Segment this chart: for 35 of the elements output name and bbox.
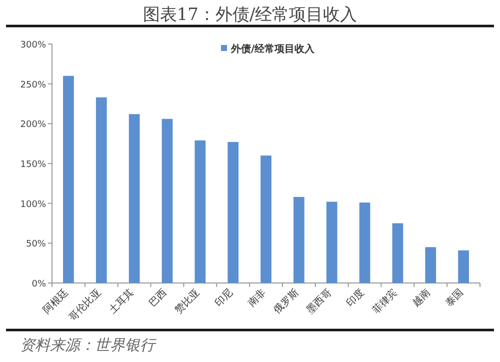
x-tick-label: 南非 — [245, 286, 268, 310]
x-tick-label: 泰国 — [444, 287, 466, 310]
x-tick-label: 越南 — [410, 286, 433, 310]
x-tick-label: 菲律宾 — [370, 286, 400, 316]
bar — [326, 202, 338, 283]
bar — [63, 76, 74, 283]
x-tick-label: 哥伦比亚 — [66, 286, 104, 324]
x-tick-label: 印度 — [344, 286, 367, 310]
x-tick-label: 赞比亚 — [172, 286, 202, 316]
bar — [162, 118, 173, 283]
bar — [260, 156, 272, 283]
y-tick-label: 0% — [32, 280, 46, 290]
x-tick-label: 俄罗斯 — [271, 286, 302, 316]
y-tick-label: 300% — [20, 40, 46, 50]
bar — [293, 196, 304, 283]
y-tick-label: 200% — [20, 120, 46, 130]
y-tick-label: 150% — [20, 160, 46, 170]
text: 资料来源：世界银行 — [20, 336, 157, 354]
bar — [194, 140, 206, 283]
x-tick-label: 巴西 — [147, 287, 170, 310]
y-tick-label: 100% — [20, 200, 46, 210]
x-tick-label: 印尼 — [212, 286, 236, 310]
bar — [128, 114, 140, 283]
y-tick-label: 50% — [26, 240, 46, 250]
y-tick-label: 250% — [20, 80, 46, 90]
bar — [458, 250, 469, 283]
bar — [392, 223, 404, 283]
legend-label: 外债/经常项目收入 — [230, 43, 316, 55]
x-tick-label: 墨西哥 — [304, 287, 334, 316]
bar — [228, 142, 239, 283]
chart-title: 图表17：外债/经常项目收入 — [142, 5, 358, 25]
bar — [96, 97, 107, 283]
x-tick-label: 土耳其 — [106, 286, 136, 316]
bar — [425, 247, 436, 283]
bar — [359, 202, 370, 283]
